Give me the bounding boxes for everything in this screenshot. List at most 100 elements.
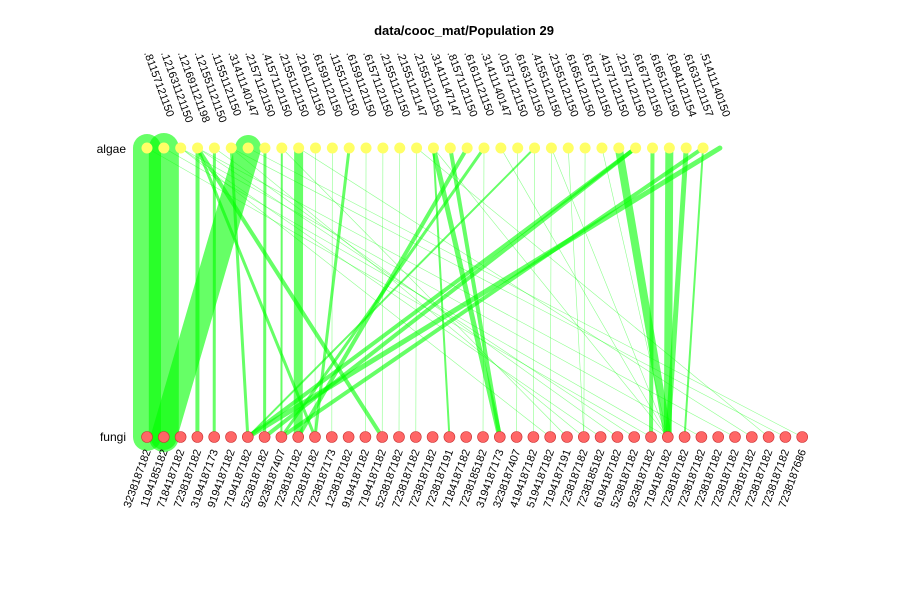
top-node <box>192 142 204 154</box>
top-node <box>259 142 271 154</box>
edge <box>665 145 689 440</box>
bottom-node <box>577 431 590 443</box>
top-node <box>545 142 557 154</box>
bottom-node <box>275 431 288 443</box>
top-node <box>529 142 541 154</box>
edge <box>279 146 706 439</box>
edge <box>279 146 486 439</box>
edge <box>365 147 367 438</box>
top-node <box>310 142 321 154</box>
bottom-node <box>393 431 405 443</box>
top-node <box>647 142 658 154</box>
bottom-node <box>611 431 624 443</box>
top-nodes-layer <box>141 142 709 154</box>
edge <box>533 147 535 438</box>
top-node <box>242 142 254 154</box>
bottom-node <box>729 431 741 443</box>
figure-title: data/cooc_mat/Population 29 <box>374 23 554 38</box>
edge <box>516 147 519 438</box>
edge <box>448 146 502 439</box>
top-node <box>579 142 591 154</box>
bottom-node <box>409 431 422 443</box>
bottom-node <box>325 431 338 443</box>
edge <box>683 147 705 438</box>
top-node <box>596 142 608 154</box>
top-tick-labels: .81157121150.121631121150.121691121198.1… <box>141 50 732 124</box>
bottom-nodes-layer <box>141 431 809 443</box>
edge <box>246 147 536 438</box>
edge <box>583 147 586 438</box>
edge <box>197 147 635 438</box>
top-node <box>293 142 305 154</box>
top-node <box>630 142 642 154</box>
edge <box>214 147 618 438</box>
bottom-node <box>594 431 607 443</box>
bottom-node <box>426 431 439 443</box>
edge <box>163 147 669 438</box>
top-node <box>613 142 625 154</box>
bottom-node <box>443 431 456 443</box>
edge <box>180 147 601 438</box>
bottom-node <box>544 431 557 443</box>
edges-layer <box>133 133 803 452</box>
edge <box>245 145 723 440</box>
top-node <box>512 142 524 154</box>
bottom-node <box>527 431 540 443</box>
edge <box>146 147 652 438</box>
edge <box>614 144 672 441</box>
edge <box>415 147 417 438</box>
bottom-node <box>561 431 573 443</box>
top-node <box>377 142 389 154</box>
edge <box>381 147 384 438</box>
top-node <box>343 142 355 154</box>
bottom-node <box>779 431 792 443</box>
top-node <box>411 142 423 154</box>
bottom-node <box>242 431 254 443</box>
bottom-node <box>762 431 775 443</box>
bottom-node <box>493 431 506 443</box>
bottom-node <box>678 431 691 443</box>
edge <box>649 146 655 439</box>
top-node <box>360 142 372 154</box>
top-node <box>394 142 406 154</box>
edge <box>663 144 674 441</box>
edge <box>433 147 669 438</box>
bottom-row-label: fungi <box>100 430 126 444</box>
bottom-node <box>745 431 758 443</box>
bottom-node <box>174 431 187 443</box>
edge <box>281 147 568 438</box>
top-node <box>461 142 473 154</box>
top-node <box>444 142 456 154</box>
edge <box>229 146 250 439</box>
top-node <box>427 142 439 154</box>
bottom-node <box>141 431 153 443</box>
top-node <box>478 142 490 154</box>
bottom-node <box>258 431 271 443</box>
edge <box>500 147 669 438</box>
top-node <box>680 142 692 154</box>
bottom-node <box>661 431 674 443</box>
edge <box>180 147 702 438</box>
bottom-node <box>208 431 220 443</box>
bottom-node <box>712 431 725 443</box>
bottom-node <box>460 431 473 443</box>
bottom-node <box>158 431 170 443</box>
edge <box>549 147 552 438</box>
bottom-node <box>359 431 372 443</box>
edge <box>551 147 669 438</box>
edge <box>247 147 803 438</box>
bottom-node <box>292 431 305 443</box>
edge <box>197 147 736 438</box>
bottom-node <box>309 431 321 443</box>
bottom-node <box>477 431 489 443</box>
bottom-node <box>645 431 657 443</box>
top-row-label: algae <box>97 142 127 156</box>
bottom-node <box>342 431 355 443</box>
bottom-node <box>695 431 708 443</box>
top-node <box>276 142 288 154</box>
bottom-node <box>510 431 523 443</box>
top-node <box>208 142 220 154</box>
edge <box>230 147 786 438</box>
bottom-node <box>225 431 237 443</box>
